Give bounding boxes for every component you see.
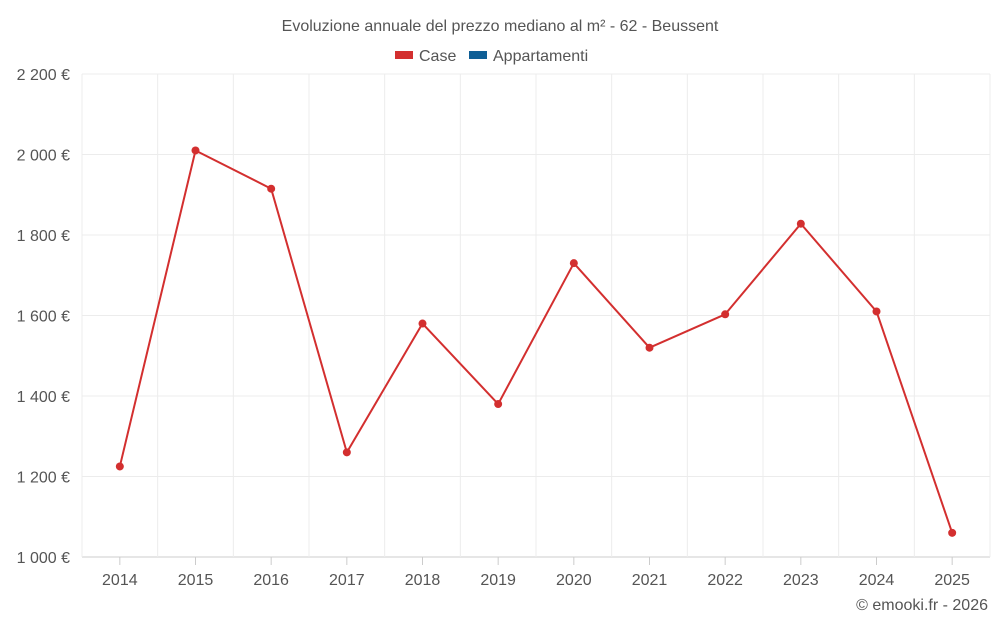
data-point [721, 310, 730, 319]
data-point [342, 448, 351, 457]
series-line-case [118, 149, 954, 534]
x-tick-label: 2022 [707, 572, 743, 589]
x-tick-label: 2019 [480, 572, 516, 589]
y-tick-label: 1 600 € [17, 309, 70, 326]
y-axis: 1 000 € 1 200 € 1 400 € 1 600 € 1 800 € 2 000… [17, 67, 70, 567]
x-axis: 2014 2015 2016 2017 2018 2019 2020 2021 2022 2023… [102, 557, 970, 589]
x-tick-label: 2014 [102, 572, 138, 589]
data-point [418, 319, 427, 328]
x-tick-label: 2016 [253, 572, 289, 589]
series-layer [115, 146, 957, 537]
data-point [645, 343, 654, 352]
data-point [872, 307, 881, 316]
x-tick-label: 2023 [783, 572, 819, 589]
x-tick-label: 2024 [859, 572, 895, 589]
legend-swatch-appartamenti [469, 51, 487, 59]
data-point [115, 462, 124, 471]
data-point [191, 146, 200, 155]
data-point [796, 219, 805, 228]
legend-swatch-case [395, 51, 413, 59]
y-tick-label: 1 200 € [17, 470, 70, 487]
x-tick-label: 2021 [632, 572, 668, 589]
x-tick-label: 2017 [329, 572, 365, 589]
x-tick-label: 2018 [405, 572, 441, 589]
x-tick-label: 2015 [178, 572, 214, 589]
legend-label-appartamenti: Appartamenti [493, 48, 588, 65]
data-point [267, 184, 276, 193]
x-tick-label: 2025 [934, 572, 970, 589]
data-point [948, 528, 957, 537]
chart-title: Evoluzione annuale del prezzo mediano al… [282, 18, 719, 35]
y-tick-label: 1 000 € [17, 550, 70, 567]
grid [81, 73, 991, 558]
data-point [569, 259, 578, 268]
y-tick-label: 1 800 € [17, 228, 70, 245]
legend-label-case: Case [419, 48, 456, 65]
data-point [494, 400, 503, 409]
y-tick-label: 1 400 € [17, 389, 70, 406]
legend: Case Appartamenti [395, 48, 588, 65]
y-tick-label: 2 000 € [17, 148, 70, 165]
y-tick-label: 2 200 € [17, 67, 70, 84]
footer-credit: © emooki.fr - 2026 [856, 597, 988, 614]
x-tick-label: 2020 [556, 572, 592, 589]
